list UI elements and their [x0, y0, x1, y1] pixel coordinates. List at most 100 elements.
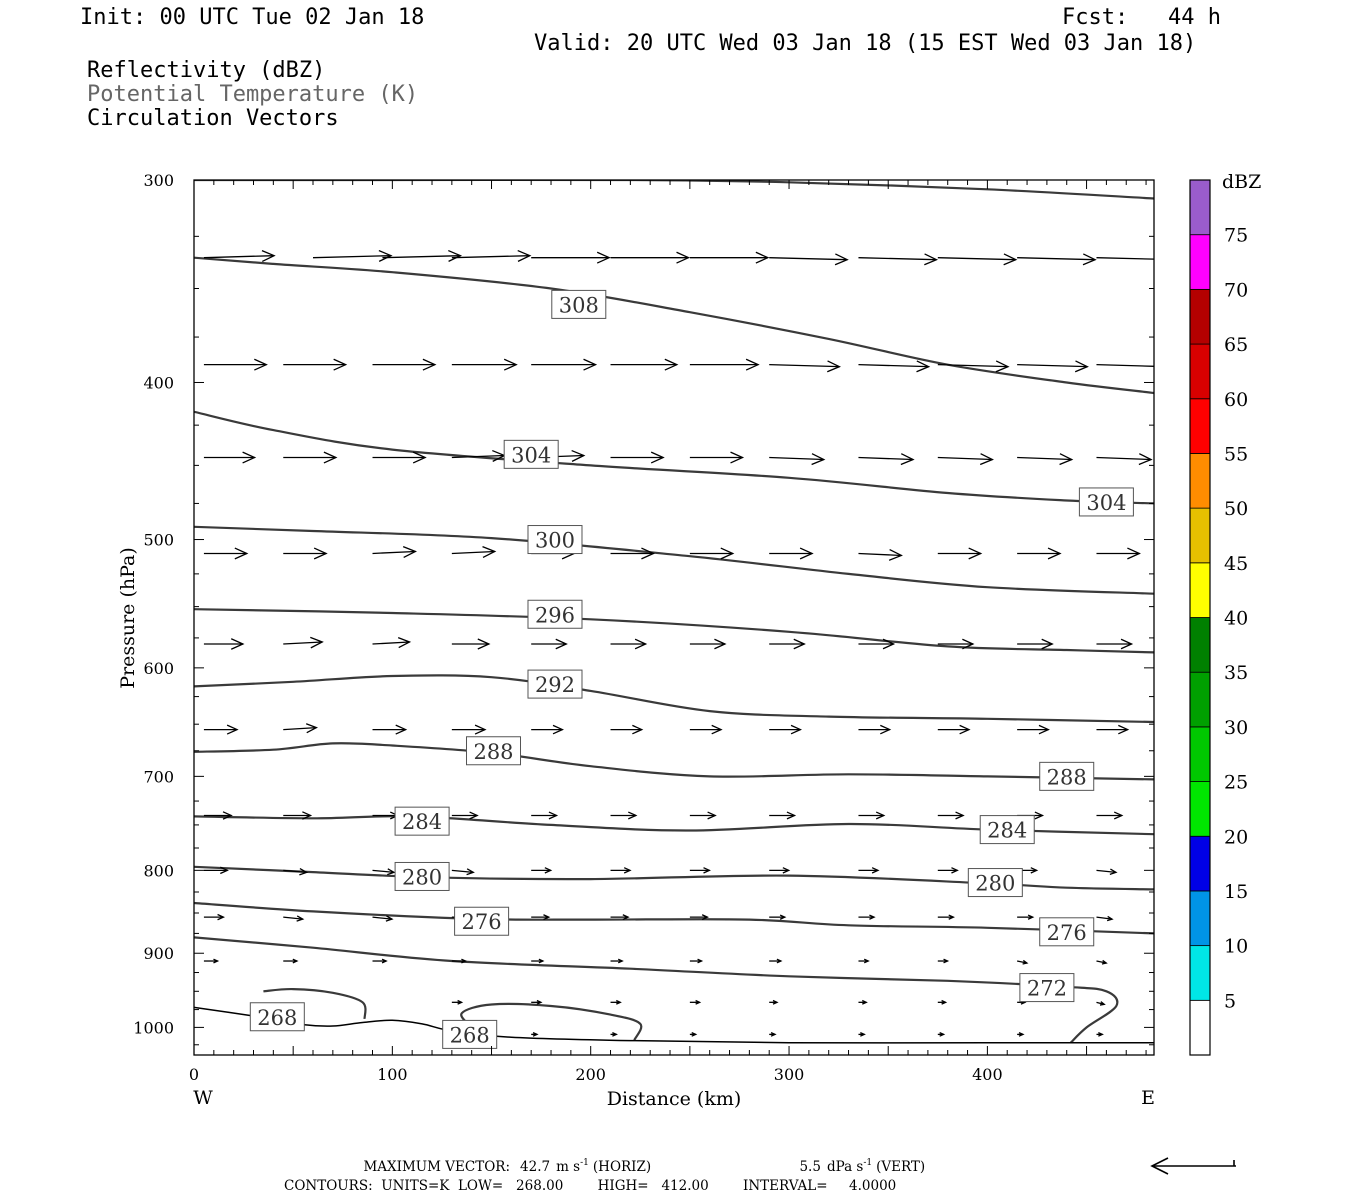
wind-vector — [610, 724, 644, 735]
wind-vector — [531, 358, 598, 371]
x-tick-label: 200 — [575, 1065, 606, 1084]
wind-vector — [1096, 915, 1114, 922]
wind-vector — [531, 638, 568, 650]
svg-text:304: 304 — [1086, 491, 1126, 515]
colorbar-level-label: 60 — [1224, 389, 1248, 411]
x-axis-east-label: E — [1141, 1087, 1155, 1109]
wind-vector — [1096, 1032, 1104, 1037]
colorbar-bin-30 — [1189, 671, 1211, 728]
isentrope-268 — [460, 1002, 643, 1041]
wind-vector — [858, 253, 939, 266]
wind-vector — [451, 546, 497, 559]
field-label-potential-temperature: Potential Temperature (K) — [87, 82, 418, 107]
contours-info: CONTOURS: UNITS=K LOW= 268.00 HIGH= 412.… — [284, 1178, 896, 1194]
wind-vector — [451, 249, 532, 262]
svg-text:268: 268 — [450, 1023, 490, 1047]
horiz-max-value: 42.7 — [520, 1159, 550, 1175]
contour-label: 288 — [466, 736, 522, 766]
wind-vector — [858, 999, 868, 1005]
colorbar-bin-15 — [1189, 835, 1211, 892]
horiz-unit: m s — [556, 1159, 580, 1175]
contour-label: 272 — [1019, 973, 1075, 1003]
wind-vector — [203, 638, 245, 650]
wind-vector — [451, 999, 464, 1005]
wind-vector — [1017, 253, 1097, 266]
wind-vector — [769, 360, 841, 373]
wind-vector — [769, 999, 779, 1005]
isentrope-280 — [194, 865, 1154, 891]
colorbar-bin-65 — [1189, 288, 1211, 345]
isentrope-308 — [194, 256, 1154, 395]
y-tick-label: 400 — [143, 373, 174, 392]
vert-unit-exponent: -1 — [863, 1158, 872, 1168]
wind-vector — [283, 358, 348, 371]
wind-vector — [372, 636, 412, 649]
wind-vector — [1096, 364, 1154, 367]
contour-label: 284 — [979, 815, 1035, 845]
wind-vector — [372, 868, 396, 876]
wind-vector — [451, 811, 479, 820]
wind-vector — [1096, 638, 1134, 650]
wind-vector — [531, 724, 564, 735]
max-vector-info: MAXIMUM VECTOR: 42.7 m s-1 (HORIZ) — [342, 1158, 664, 1175]
wind-vector — [283, 723, 318, 734]
x-tick-label: 0 — [189, 1065, 199, 1084]
wind-vector — [689, 958, 704, 964]
wind-vector — [312, 249, 393, 262]
wind-vector — [203, 547, 249, 560]
y-axis-label: Pressure (hPa) — [117, 547, 139, 689]
isentrope-288 — [194, 742, 1154, 781]
wind-vector — [610, 251, 691, 264]
contour-labels: 308 304 304 300 296 292 288 288 284 284 280 280 276 2… — [249, 289, 1134, 1049]
colorbar-level-label: 50 — [1224, 498, 1248, 520]
valid-time: Valid: 20 UTC Wed 03 Jan 18 (15 EST Wed … — [534, 31, 1196, 56]
colorbar-bin-20 — [1189, 781, 1211, 837]
plot-area — [194, 180, 1154, 1055]
wind-vector — [451, 358, 518, 371]
wind-vector — [610, 451, 665, 464]
colorbar-level-label: 55 — [1224, 443, 1248, 465]
wind-vector — [1017, 547, 1062, 560]
isentrope-296 — [194, 608, 1154, 654]
colorbar-level-label: 70 — [1224, 279, 1248, 301]
wind-vector — [203, 958, 220, 964]
svg-text:284: 284 — [402, 810, 442, 834]
colorbar-level-label: 25 — [1224, 772, 1248, 794]
contour-label: 268 — [249, 1002, 305, 1032]
wind-vector — [937, 999, 948, 1005]
colorbar-bin-35 — [1189, 617, 1211, 673]
wind-vector — [937, 638, 975, 650]
wind-vector — [610, 867, 632, 874]
wind-vector — [689, 251, 770, 264]
wind-vector — [283, 451, 338, 464]
wind-vector — [531, 999, 543, 1005]
wind-vector — [372, 451, 427, 464]
colorbar-bin-60 — [1189, 343, 1211, 400]
contour-label: 304 — [503, 439, 559, 469]
wind-vector — [1096, 453, 1153, 466]
wind-vector — [610, 358, 679, 371]
isentrope-272 — [194, 936, 1119, 1044]
svg-text:288: 288 — [1047, 765, 1087, 789]
isentrope-292 — [194, 674, 1154, 724]
y-tick-label: 900 — [143, 944, 174, 963]
wind-vector — [1017, 360, 1089, 373]
wind-vector — [610, 638, 648, 650]
wind-vector — [937, 360, 1010, 373]
colorbar-bin-75 — [1189, 179, 1211, 236]
wind-vector — [203, 866, 229, 875]
colorbar-level-label: 5 — [1224, 990, 1236, 1012]
colorbar-level-label: 40 — [1224, 608, 1248, 630]
wind-vector — [610, 1032, 618, 1037]
wind-vector — [858, 360, 931, 373]
wind-vector — [937, 867, 959, 874]
wind-vector — [769, 914, 787, 920]
colorbar-level-label: 65 — [1224, 334, 1248, 356]
wind-vector — [283, 958, 299, 964]
contour-label: 280 — [967, 868, 1023, 898]
colorbar-legend: 5 10 15 20 25 30 35 40 45 50 55 60 65 70 75 — [1189, 179, 1248, 1056]
wind-vector — [769, 958, 783, 964]
wind-vector — [531, 958, 545, 964]
contour-label: 268 — [442, 1019, 498, 1049]
wind-vector — [937, 811, 965, 820]
